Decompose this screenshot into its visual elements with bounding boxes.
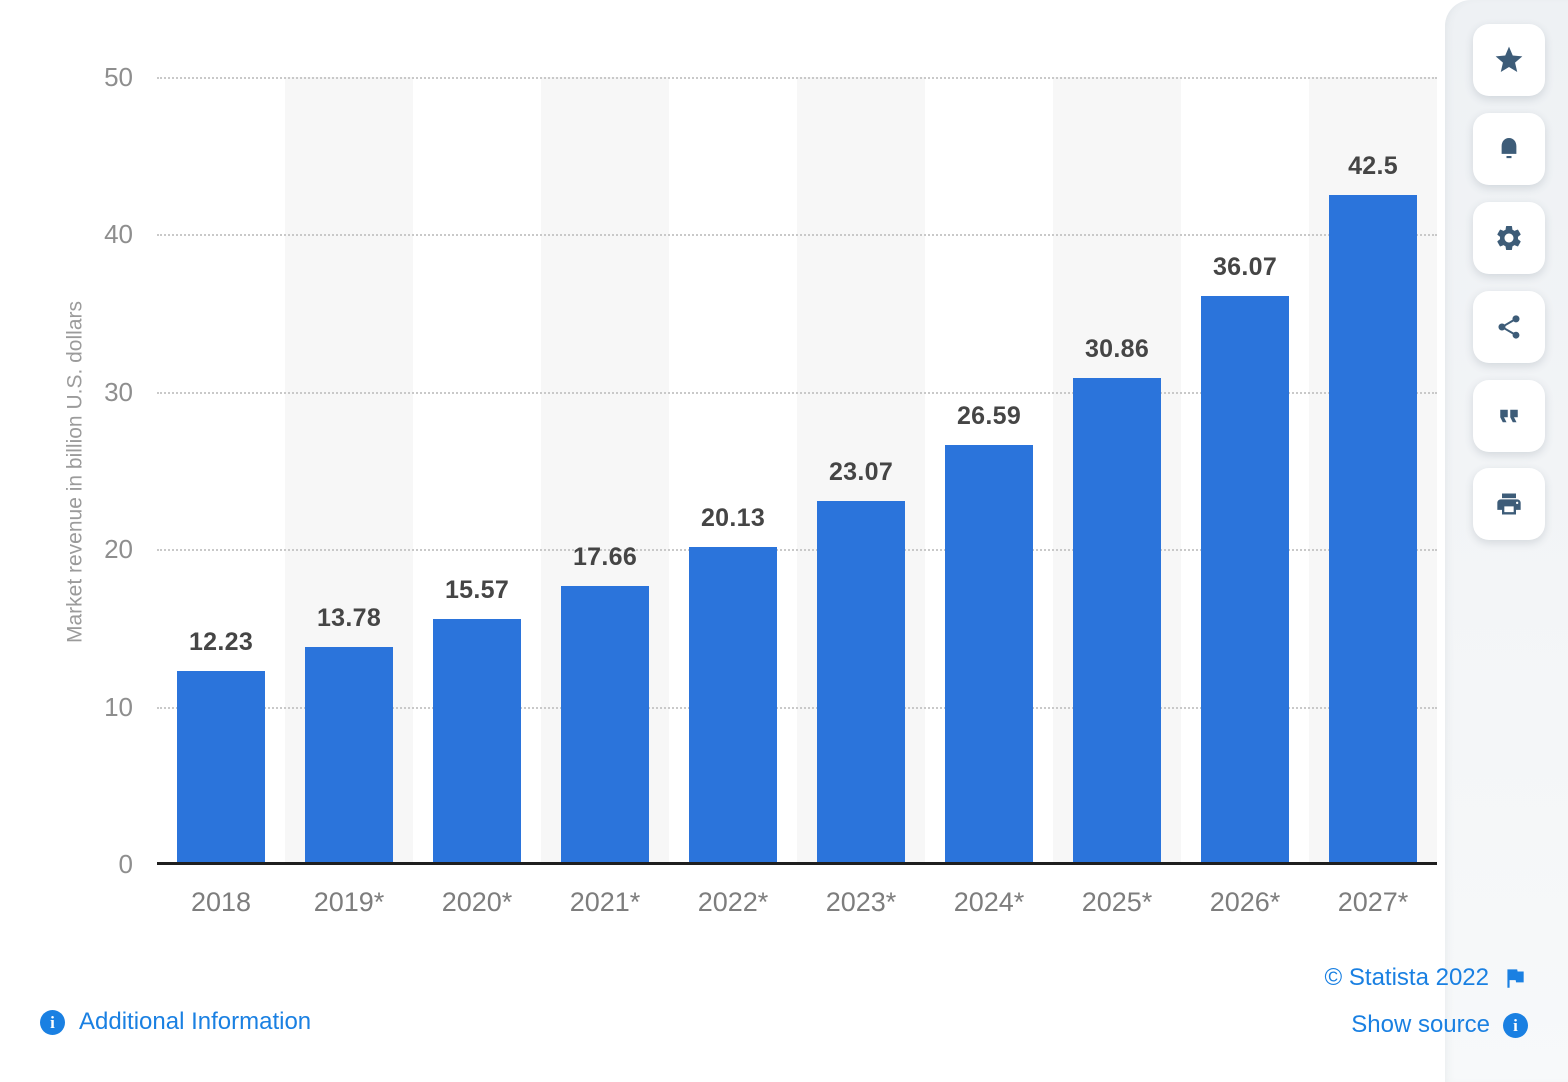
x-axis-label: 2022* — [697, 887, 769, 917]
alerts-button[interactable] — [1473, 113, 1545, 185]
bar-2027*[interactable] — [1329, 195, 1417, 864]
show-source-row: Show source i — [1351, 1010, 1528, 1040]
y-axis-tick-label: 0 — [118, 849, 133, 879]
chart-column: 20.13 2022* — [669, 77, 797, 917]
additional-information-link[interactable]: i Additional Information — [40, 1008, 311, 1036]
share-icon — [1495, 313, 1523, 341]
bar-2026*[interactable] — [1201, 296, 1289, 864]
info-icon: i — [40, 1009, 65, 1035]
copyright-link[interactable]: © Statista 2022 — [1324, 964, 1489, 991]
bar-value-label: 17.66 — [572, 543, 638, 571]
bar-value-label: 12.23 — [188, 628, 254, 656]
footer-right: © Statista 2022 Show source i — [1325, 963, 1528, 1040]
star-icon — [1493, 44, 1525, 76]
bar-value-label: 13.78 — [316, 604, 382, 632]
chart-column: 12.23 2018 — [157, 77, 285, 917]
chart-column: 15.57 2020* — [413, 77, 541, 917]
bar-value-label: 30.86 — [1084, 335, 1150, 363]
print-button[interactable] — [1473, 468, 1545, 540]
chart-column: 26.59 2024* — [925, 77, 1053, 917]
info-icon: i — [1503, 1012, 1528, 1038]
print-icon — [1495, 490, 1523, 518]
bar-value-label: 20.13 — [700, 504, 766, 532]
y-axis-tick-label: 10 — [104, 691, 133, 722]
settings-button[interactable] — [1473, 202, 1545, 274]
chart-column: 42.5 2027* — [1309, 77, 1437, 917]
show-source-link[interactable]: Show source — [1351, 1011, 1490, 1038]
bar-2018[interactable] — [177, 671, 265, 864]
bar-2022*[interactable] — [689, 547, 777, 864]
chart-column: 30.86 2025* — [1053, 77, 1181, 917]
x-axis-line — [157, 862, 1437, 865]
y-axis-ticks: 0 10 20 30 40 50 — [58, 62, 133, 879]
gear-icon — [1494, 223, 1524, 253]
bar-value-label: 36.07 — [1212, 253, 1278, 281]
flag-icon[interactable] — [1502, 965, 1528, 991]
share-button[interactable] — [1473, 291, 1545, 363]
chart-column: 13.78 2019* — [285, 77, 413, 917]
x-axis-label: 2020* — [441, 887, 513, 917]
x-axis-label: 2021* — [569, 887, 641, 917]
chart-column: 23.07 2023* — [797, 77, 925, 917]
chart-column: 36.07 2026* — [1181, 77, 1309, 917]
bar-value-label: 26.59 — [956, 402, 1022, 430]
bar-2025*[interactable] — [1073, 378, 1161, 864]
y-axis-tick-label: 50 — [104, 62, 133, 92]
bar-2021*[interactable] — [561, 586, 649, 864]
bell-icon — [1494, 134, 1524, 164]
bar-2023*[interactable] — [817, 501, 905, 864]
quote-icon — [1494, 401, 1524, 431]
cite-button[interactable] — [1473, 380, 1545, 452]
x-axis-label: 2027* — [1337, 887, 1409, 917]
plot-columns: 12.23 2018 13.78 2019* 15.57 2020* 17.66 2021* 2… — [157, 77, 1437, 917]
bar-chart-plot-area: 12.23 2018 13.78 2019* 15.57 2020* 17.66 2021* 2… — [157, 77, 1437, 917]
bar-2024*[interactable] — [945, 445, 1033, 864]
action-toolbar — [1445, 0, 1568, 1082]
x-axis-label: 2026* — [1209, 887, 1281, 917]
favorite-button[interactable] — [1473, 24, 1545, 96]
y-axis-tick-label: 40 — [104, 219, 133, 250]
bar-value-label: 23.07 — [828, 458, 894, 486]
copyright-row: © Statista 2022 — [1325, 963, 1528, 993]
x-axis-label: 2023* — [825, 887, 897, 917]
x-axis-label: 2018 — [190, 887, 252, 917]
bar-2019*[interactable] — [305, 647, 393, 864]
additional-information-label[interactable]: Additional Information — [79, 1008, 312, 1035]
x-axis-label: 2019* — [313, 887, 385, 917]
bar-2020*[interactable] — [433, 619, 521, 864]
x-axis-label: 2025* — [1081, 887, 1153, 917]
y-axis-tick-label: 20 — [104, 534, 133, 565]
bar-value-label: 42.5 — [1348, 152, 1398, 180]
y-axis-tick-label: 30 — [104, 376, 133, 407]
x-axis-label: 2024* — [953, 887, 1025, 917]
chart-column: 17.66 2021* — [541, 77, 669, 917]
bar-value-label: 15.57 — [444, 576, 510, 604]
